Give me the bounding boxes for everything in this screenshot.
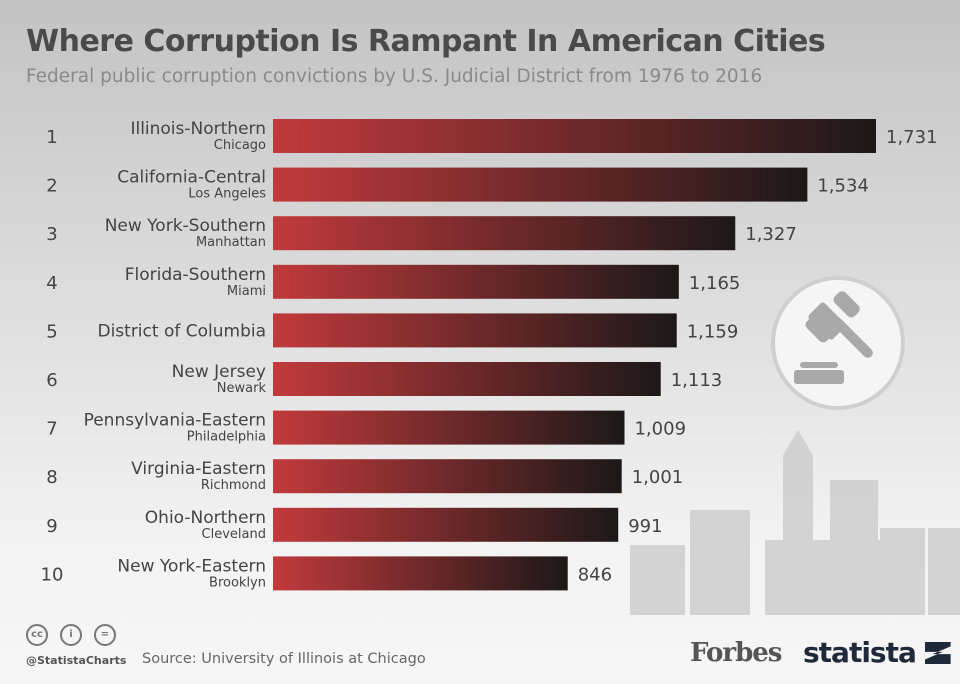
bar — [273, 119, 876, 153]
category-label: Pennsylvania-Eastern — [84, 411, 266, 431]
rank-label: 5 — [46, 321, 57, 342]
rank-label: 7 — [46, 419, 57, 440]
category-label: Illinois-Northern — [130, 119, 266, 139]
bar — [273, 313, 677, 348]
city-label: Los Angeles — [188, 187, 266, 202]
value-label: 846 — [578, 564, 612, 585]
category-label: New York-Eastern — [117, 556, 266, 576]
category-label: District of Columbia — [97, 321, 266, 341]
city-label: Cleveland — [202, 527, 266, 542]
value-label: 1,165 — [689, 273, 741, 294]
city-label: Newark — [217, 381, 267, 396]
bar — [273, 362, 661, 396]
rank-label: 2 — [46, 176, 57, 197]
category-label: Ohio-Northern — [145, 508, 266, 528]
value-label: 1,113 — [671, 370, 723, 391]
city-label: Philadelphia — [187, 430, 266, 445]
source-note: Source: University of Illinois at Chicag… — [142, 651, 426, 667]
rank-label: 9 — [46, 516, 57, 537]
chart-title: Where Corruption Is Rampant In American … — [26, 24, 826, 59]
bar — [273, 216, 736, 251]
rank-label: 8 — [46, 467, 57, 488]
rank-label: 1 — [46, 127, 57, 148]
category-label: New York-Southern — [105, 216, 266, 236]
city-label: Brooklyn — [209, 575, 266, 590]
value-label: 1,159 — [687, 321, 739, 342]
bar — [273, 507, 619, 542]
chart-subtitle: Federal public corruption convictions by… — [26, 66, 763, 87]
city-label: Miami — [227, 284, 266, 299]
rank-label: 6 — [46, 370, 57, 391]
value-label: 1,001 — [632, 467, 684, 488]
category-label: New Jersey — [172, 362, 266, 382]
statista-wordmark: statista — [803, 636, 917, 669]
bar — [273, 556, 568, 591]
rank-label: 3 — [46, 224, 57, 245]
cc-license-icon: cc — [26, 624, 48, 646]
value-label: 991 — [628, 516, 662, 537]
statista-logo-icon — [924, 642, 951, 664]
value-label: 1,327 — [745, 224, 797, 245]
value-label: 1,731 — [886, 127, 938, 148]
bar — [273, 410, 625, 445]
statista-handle[interactable]: @StatistaCharts — [26, 654, 127, 667]
value-label: 1,534 — [817, 176, 869, 197]
cc-by-icon: i — [60, 624, 82, 646]
city-label: Chicago — [214, 138, 266, 153]
category-label: California-Central — [117, 168, 266, 188]
rank-label: 4 — [46, 273, 57, 294]
bar — [273, 167, 808, 202]
statista-logo: statista — [803, 636, 951, 669]
forbes-logo: Forbes — [690, 638, 782, 668]
category-label: Florida-Southern — [125, 265, 266, 285]
category-label: Virginia-Eastern — [131, 459, 266, 479]
cc-nd-icon: = — [94, 624, 116, 646]
bar — [273, 264, 679, 299]
city-label: Richmond — [201, 478, 266, 493]
gavel-icon — [771, 276, 905, 410]
city-skyline-illustration — [630, 430, 960, 615]
rank-label: 10 — [41, 564, 64, 585]
bar — [273, 459, 622, 494]
value-label: 1,009 — [634, 419, 686, 440]
city-label: Manhattan — [196, 235, 266, 250]
